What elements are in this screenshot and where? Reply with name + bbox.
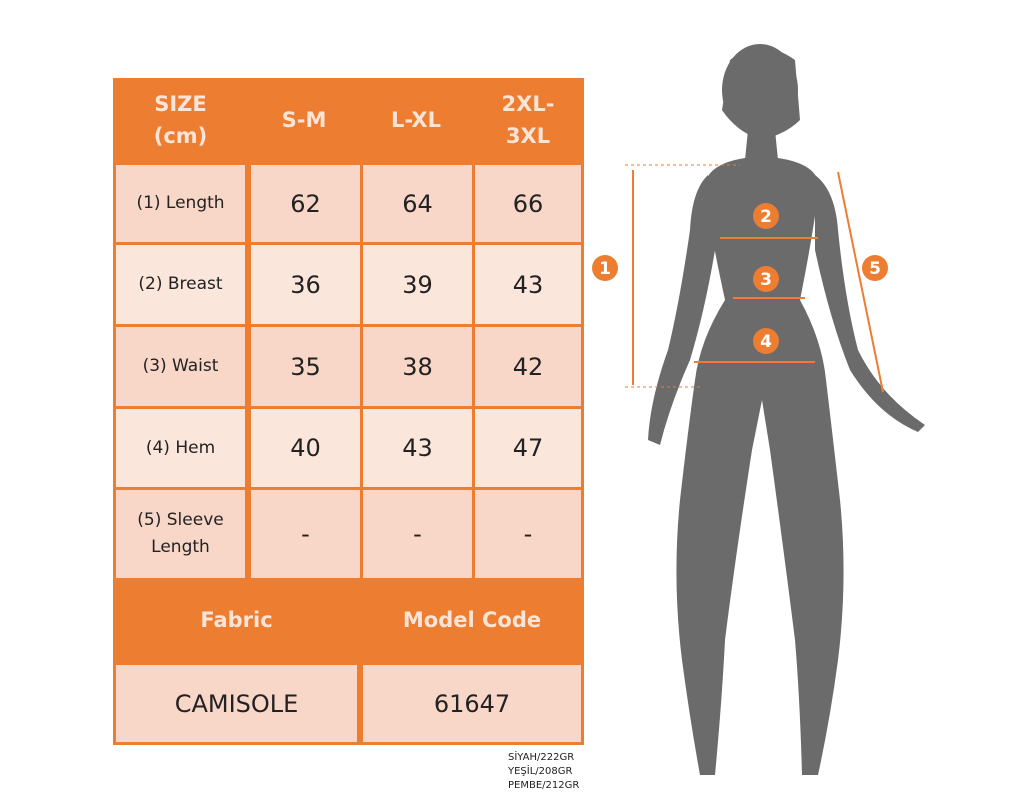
row-label-text: (3) Waist [142, 356, 219, 376]
marker-2: 2 [760, 207, 772, 227]
value-cell-text: 62 [290, 189, 321, 218]
measurement-lines [625, 164, 884, 393]
value-cell-text: 64 [402, 189, 433, 218]
value-cell-text: 47 [512, 434, 544, 462]
model-code-value-text: 61647 [433, 689, 511, 718]
size-chart-table: SIZE (cm) S-M L-XL 2XL- 3XL (1) Length 62 64 66… [113, 78, 584, 745]
weights-notes: SİYAH/222GR YEŞİL/208GR PEMBE/212GR [508, 751, 579, 793]
value-cell: - [475, 490, 581, 578]
value-cell: 40 [251, 409, 360, 487]
value-cell: 39 [363, 245, 472, 324]
value-cell-text: 43 [512, 270, 544, 299]
row-label: (2) Breast [116, 245, 245, 324]
value-cell: 62 [251, 165, 360, 242]
row-label-text: (4) Hem [145, 437, 216, 458]
marker-5: 5 [869, 259, 881, 279]
value-cell: 38 [363, 327, 472, 406]
row-label-text: (1) Length [136, 193, 225, 213]
row-label-text: (5) Sleeve Length [137, 510, 224, 557]
marker-4: 4 [760, 332, 772, 352]
value-cell-text: 36 [290, 270, 321, 299]
fabric-value: CAMISOLE [116, 665, 357, 742]
marker-circles [592, 203, 888, 354]
header-cell-text: L-XL [391, 108, 441, 132]
value-cell: 47 [475, 409, 581, 487]
row-label: (4) Hem [116, 409, 245, 487]
value-cell: 42 [475, 327, 581, 406]
row-label-text: (2) Breast [138, 274, 223, 294]
model-code-header-text: Model Code [402, 608, 542, 632]
header-cell: 2XL- 3XL [472, 78, 584, 162]
value-cell-text: 38 [402, 352, 433, 381]
value-cell: 43 [363, 409, 472, 487]
value-cell: 43 [475, 245, 581, 324]
fabric-value-text: CAMISOLE [174, 689, 299, 718]
row-label: (5) Sleeve Length [116, 490, 245, 578]
value-cell: 66 [475, 165, 581, 242]
value-cell-text: 39 [402, 270, 433, 299]
marker-3: 3 [760, 270, 772, 290]
fabric-header-text: Fabric [200, 608, 273, 632]
header-cell: S-M [248, 78, 360, 162]
header-cell: L-XL [360, 78, 472, 162]
silhouette [648, 44, 925, 775]
weight-green: YEŞİL/208GR [508, 766, 573, 777]
value-cell: - [363, 490, 472, 578]
value-cell-text: - [523, 520, 533, 548]
fabric-header: Fabric [113, 578, 360, 662]
value-cell-text: - [301, 520, 310, 548]
value-cell-text: 40 [290, 434, 321, 462]
value-cell: 35 [251, 327, 360, 406]
value-cell-text: - [413, 520, 422, 548]
header-cell-text: S-M [281, 108, 327, 132]
value-cell: 36 [251, 245, 360, 324]
model-code-value: 61647 [363, 665, 581, 742]
header-cell-text: 2XL- 3XL [501, 92, 555, 148]
marker-1: 1 [599, 259, 611, 279]
value-cell: - [251, 490, 360, 578]
value-cell-text: 43 [402, 434, 433, 462]
row-label: (1) Length [116, 165, 245, 242]
weight-pink: PEMBE/212GR [508, 780, 580, 791]
row-label: (3) Waist [116, 327, 245, 406]
value-cell-text: 66 [512, 189, 544, 218]
model-code-header: Model Code [360, 578, 584, 662]
header-cell: SIZE (cm) [113, 78, 248, 162]
header-cell-text: SIZE (cm) [153, 92, 208, 148]
weight-black: SİYAH/222GR [508, 752, 575, 763]
value-cell-text: 42 [512, 352, 544, 381]
value-cell: 64 [363, 165, 472, 242]
value-cell-text: 35 [290, 352, 321, 381]
